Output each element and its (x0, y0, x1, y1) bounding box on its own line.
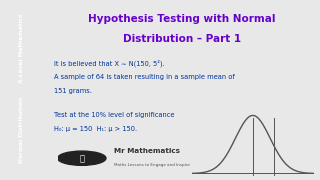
Text: 🤓: 🤓 (79, 154, 84, 163)
Text: H₀: μ = 150  H₁: μ > 150.: H₀: μ = 150 H₁: μ > 150. (54, 126, 137, 132)
Text: Test at the 10% level of significance: Test at the 10% level of significance (54, 112, 175, 118)
Text: Maths Lessons to Engage and Inspire: Maths Lessons to Engage and Inspire (114, 163, 190, 167)
Text: A sample of 64 is taken resulting in a sample mean of: A sample of 64 is taken resulting in a s… (54, 74, 235, 80)
Text: 151 grams.: 151 grams. (54, 88, 92, 94)
Text: Mr Mathematics: Mr Mathematics (114, 148, 180, 154)
Circle shape (58, 151, 106, 165)
Text: It is believed that X ∼ N(150, 5²).: It is believed that X ∼ N(150, 5²). (54, 59, 165, 67)
Text: A-Level Mathematics: A-Level Mathematics (19, 14, 24, 83)
Text: Distribution – Part 1: Distribution – Part 1 (123, 34, 241, 44)
Text: Hypothesis Testing with Normal: Hypothesis Testing with Normal (88, 14, 275, 24)
Text: Normal Distribution: Normal Distribution (19, 96, 24, 163)
